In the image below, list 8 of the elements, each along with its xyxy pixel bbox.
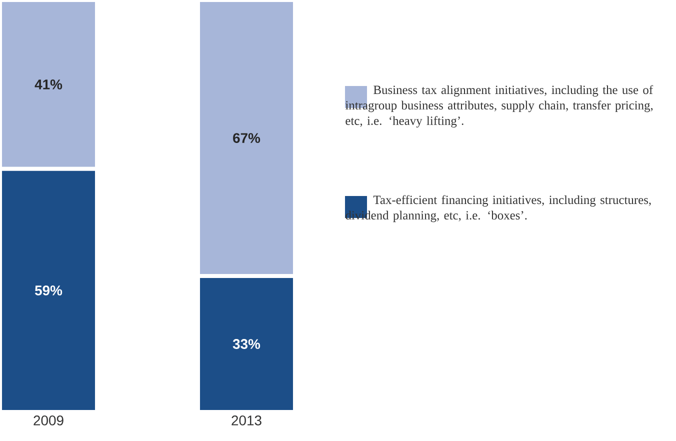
data-label: 67% — [233, 133, 260, 143]
x-tick-label: 2009 — [34, 416, 64, 426]
data-label: 41% — [34, 80, 62, 90]
x-tick-label: 2013 — [232, 416, 262, 426]
legend-label: Tax-efficient financing initiatives, including structures, dividend planning, etc, i.e. ‘boxes’. — [346, 195, 651, 222]
data-label: 59% — [34, 286, 62, 296]
legend-label: Business tax alignment initiatives, including the use of intragroup business attributes, supply chain, transfer pricing, etc, i.e. ‘heavy lifting’. — [345, 85, 654, 128]
data-label: 33% — [232, 339, 260, 349]
